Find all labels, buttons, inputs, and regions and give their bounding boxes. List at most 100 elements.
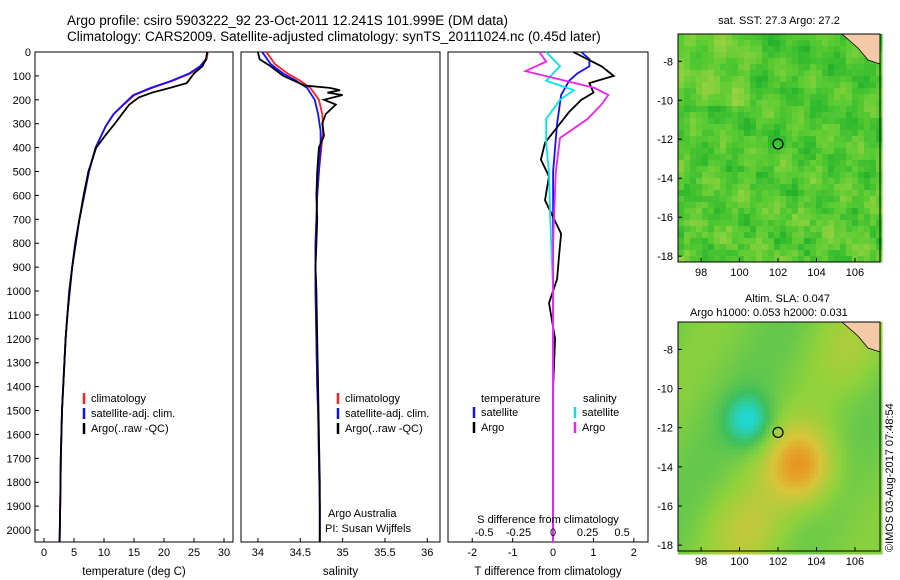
sst_map-cell: [678, 202, 685, 209]
sla_map-cell: [694, 482, 699, 487]
sla_map-cell: [754, 434, 759, 439]
sst_map-cell: [828, 166, 835, 173]
sst_map-cell: [774, 232, 781, 239]
sla_map-cell: [842, 338, 847, 343]
sst_map-cell: [714, 178, 721, 185]
sla_map-cell: [842, 502, 847, 507]
sla_map-cell: [758, 322, 763, 327]
sla_map-cell: [734, 354, 739, 359]
sst_map-cell: [828, 172, 835, 179]
sla_map-cell: [742, 410, 747, 415]
sla_map-cell: [838, 378, 843, 383]
sla_map-cell: [718, 518, 723, 523]
sst_map-cell: [726, 148, 733, 155]
sla_map-cell: [758, 362, 763, 367]
sla_map-cell: [878, 550, 883, 555]
sla_map-cell: [734, 398, 739, 403]
sla_map-cell: [814, 330, 819, 335]
sla_map-cell: [818, 322, 823, 327]
sla_map-cell: [710, 330, 715, 335]
sla_map-cell: [742, 422, 747, 427]
sla_map-cell: [822, 434, 827, 439]
sla_map-cell: [778, 398, 783, 403]
sst_map-cell: [816, 40, 823, 47]
sla_map-cell: [690, 546, 695, 551]
sla_map-cell: [702, 506, 707, 511]
sst_map-cell: [804, 34, 811, 41]
sla_map-cell: [758, 542, 763, 547]
sla_map-cell: [866, 522, 871, 527]
sla_map-cell: [702, 406, 707, 411]
temperature-xtick-label: 15: [128, 547, 140, 559]
sla_map-cell: [754, 370, 759, 375]
sla_map-cell: [698, 442, 703, 447]
sla_map-cell: [742, 398, 747, 403]
sst_map-cell: [786, 238, 793, 245]
sla_map-cell: [802, 370, 807, 375]
sla_map-cell: [766, 410, 771, 415]
sst_map-cell: [822, 250, 829, 257]
sla_map-cell: [866, 410, 871, 415]
sla_map-cell: [718, 462, 723, 467]
sla_map-cell: [818, 510, 823, 515]
sla_map-cell: [710, 406, 715, 411]
sla_map-cell: [810, 438, 815, 443]
sla_map-cell: [814, 490, 819, 495]
sst_map-cell: [720, 256, 727, 263]
sst_map-cell: [870, 88, 877, 95]
salinity-xtick-label: 35.5: [374, 547, 395, 559]
sst_map-cell: [870, 100, 877, 107]
sla_map-cell: [782, 366, 787, 371]
sla_map-cell: [766, 402, 771, 407]
sst_map-cell: [870, 166, 877, 173]
sla_map-cell: [830, 462, 835, 467]
sla_map-cell: [778, 498, 783, 503]
sla_map-cell: [866, 414, 871, 419]
sla_map-cell: [734, 390, 739, 395]
sla_map-cell: [686, 370, 691, 375]
sla_map-cell: [730, 522, 735, 527]
sla_map-cell: [838, 350, 843, 355]
sla_map-cell: [786, 474, 791, 479]
sla_map-cell: [698, 390, 703, 395]
sla_map-cell: [722, 406, 727, 411]
sla_map-cell: [802, 446, 807, 451]
sla_map-cell: [854, 342, 859, 347]
sst_map-cell: [828, 142, 835, 149]
sla_map-cell: [722, 418, 727, 423]
sst_map-cell: [720, 40, 727, 47]
sla_map-cell: [698, 502, 703, 507]
sla_map-cell: [678, 362, 683, 367]
sla_map-cell: [818, 354, 823, 359]
sst_map-cell: [714, 34, 721, 41]
sla_map-cell: [838, 398, 843, 403]
sla_map-cell: [734, 322, 739, 327]
sla_map-cell: [862, 406, 867, 411]
sla_map-cell: [698, 386, 703, 391]
sla_map-cell: [806, 402, 811, 407]
sla_map-cell: [762, 402, 767, 407]
sst_map-cell: [732, 208, 739, 215]
sla_map-cell: [722, 510, 727, 515]
sla_map-cell: [678, 394, 683, 399]
sla_map-cell: [762, 446, 767, 451]
sla_map-cell: [854, 386, 859, 391]
sla_map-cell: [838, 502, 843, 507]
sla_map-cell: [850, 430, 855, 435]
sla_map-cell: [714, 446, 719, 451]
sla_map-cell: [698, 422, 703, 427]
sst_map-cell: [828, 250, 835, 257]
sst_map-cell: [768, 70, 775, 77]
sla_map-cell: [786, 402, 791, 407]
sla_map-cell: [762, 486, 767, 491]
sst_map-cell: [798, 238, 805, 245]
sla_map-cell: [694, 462, 699, 467]
sla_map-cell: [730, 430, 735, 435]
sst_map-cell: [792, 112, 799, 119]
sla_map-cell: [678, 446, 683, 451]
sla_map-cell: [862, 518, 867, 523]
sst_map-cell: [780, 118, 787, 125]
sla_map-cell: [862, 450, 867, 455]
sla_map-cell: [698, 458, 703, 463]
sla_map-cell: [758, 358, 763, 363]
